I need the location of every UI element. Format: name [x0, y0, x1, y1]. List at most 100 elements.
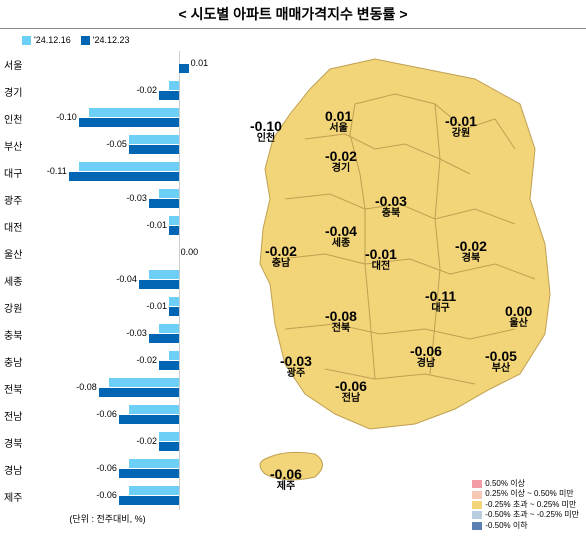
bar-area: -0.08	[32, 375, 211, 402]
region-label: 대구	[4, 159, 32, 180]
region-label: 경남	[4, 456, 32, 477]
map-value: 0.01	[325, 109, 352, 123]
map-label: 0.00울산	[505, 304, 532, 329]
bar	[149, 199, 179, 208]
region-label: 경북	[4, 429, 32, 450]
bar-row: 경북 -0.02	[4, 429, 211, 456]
bar-row: 강원-0.01	[4, 294, 211, 321]
bar-value: 0.01	[191, 58, 209, 68]
map-region-name: 광주	[280, 368, 312, 379]
region-label: 충남	[4, 348, 32, 369]
map-value: -0.01	[445, 114, 477, 128]
bar-value: -0.02	[136, 85, 157, 95]
bar-row: 제주-0.06	[4, 483, 211, 510]
map-value: -0.06	[335, 379, 367, 393]
bar-row: 대구-0.11	[4, 159, 211, 186]
legend-swatch-1	[22, 36, 31, 45]
map-region-name: 세종	[325, 238, 357, 249]
bar-row: 인천-0.10	[4, 105, 211, 132]
region-label: 제주	[4, 483, 32, 504]
map-legend-label: -0.50% 초과 ~ -0.25% 미만	[485, 510, 579, 520]
bar-area: -0.01	[32, 294, 211, 321]
bar-area: -0.02	[32, 429, 211, 456]
bar-area: -0.05	[32, 132, 211, 159]
map-legend-row: 0.25% 이상 ~ 0.50% 미만	[472, 489, 579, 499]
bar-area: -0.04	[32, 267, 211, 294]
map-legend: 0.50% 이상0.25% 이상 ~ 0.50% 미만-0.25% 초과 ~ 0…	[469, 476, 582, 534]
bar-value: -0.08	[76, 382, 97, 392]
bar	[119, 469, 179, 478]
map-legend-label: -0.50% 이하	[485, 521, 527, 531]
region-label: 부산	[4, 132, 32, 153]
map-region-name: 전북	[325, 323, 357, 334]
map-label: -0.01강원	[445, 114, 477, 139]
bar-value: -0.01	[146, 301, 167, 311]
bar-row: 충북-0.03	[4, 321, 211, 348]
region-label: 충북	[4, 321, 32, 342]
map-legend-label: -0.25% 초과 ~ 0.25% 미만	[485, 500, 576, 510]
bar-row: 울산 0.00	[4, 240, 211, 267]
bar	[129, 145, 179, 154]
bar-value: 0.00	[181, 247, 199, 257]
bar	[169, 307, 179, 316]
bar	[159, 189, 179, 198]
bar-value: -0.02	[136, 436, 157, 446]
map-legend-swatch	[472, 511, 482, 519]
map-label: -0.10인천	[250, 119, 282, 144]
bar	[159, 324, 179, 333]
map-legend-swatch	[472, 480, 482, 488]
bar-value: -0.06	[96, 409, 117, 419]
bar-area: 0.00	[32, 240, 211, 267]
content: '24.12.16 '24.12.23 서울0.01경기-0.02인천-0.10…	[0, 29, 586, 538]
map-legend-label: 0.25% 이상 ~ 0.50% 미만	[485, 489, 573, 499]
bar-area: -0.02	[32, 78, 211, 105]
map-region-name: 충북	[375, 208, 407, 219]
bar-area: -0.06	[32, 402, 211, 429]
map-label: -0.03충북	[375, 194, 407, 219]
bar	[159, 432, 179, 441]
map-region-name: 경기	[325, 163, 357, 174]
map-panel: -0.10인천0.01서울-0.02경기-0.01강원-0.03충북-0.04세…	[215, 29, 586, 538]
map-label: -0.01대전	[365, 247, 397, 272]
map-value: -0.04	[325, 224, 357, 238]
bar-value: -0.04	[116, 274, 137, 284]
bar-row: 경기 -0.02	[4, 78, 211, 105]
map-region-name: 인천	[250, 133, 282, 144]
map-legend-swatch	[472, 501, 482, 509]
map-legend-row: 0.50% 이상	[472, 479, 579, 489]
map-value: 0.00	[505, 304, 532, 318]
region-label: 울산	[4, 240, 32, 261]
map-legend-row: -0.50% 초과 ~ -0.25% 미만	[472, 510, 579, 520]
map-region-name: 서울	[325, 123, 352, 134]
legend-series-2: '24.12.23	[81, 35, 130, 45]
bar	[149, 270, 179, 279]
map-region-name: 충남	[265, 258, 297, 269]
map-legend-swatch	[472, 491, 482, 499]
bar	[129, 135, 179, 144]
bar	[169, 81, 179, 90]
bar	[169, 226, 179, 235]
bar-area: 0.01	[32, 51, 211, 78]
map-value: -0.02	[265, 244, 297, 258]
legend-label-2: '24.12.23	[93, 35, 130, 45]
map-legend-swatch	[472, 522, 482, 530]
map-label: -0.04세종	[325, 224, 357, 249]
bar	[169, 216, 179, 225]
region-label: 경기	[4, 78, 32, 99]
map-value: -0.10	[250, 119, 282, 133]
map-label: -0.11대구	[425, 289, 456, 314]
region-label: 대전	[4, 213, 32, 234]
map-legend-row: -0.25% 초과 ~ 0.25% 미만	[472, 500, 579, 510]
map-label: -0.02경기	[325, 149, 357, 174]
region-label: 서울	[4, 51, 32, 72]
bar-area: -0.10	[32, 105, 211, 132]
map-region-name: 대구	[425, 303, 456, 314]
bar-value: -0.05	[106, 139, 127, 149]
map-value: -0.02	[455, 239, 487, 253]
bar-area: -0.06	[32, 483, 211, 510]
bar-row: 서울 0.01	[4, 51, 211, 78]
map-value: -0.08	[325, 309, 357, 323]
bar	[139, 280, 179, 289]
unit-label: (단위 : 전주대비, %)	[4, 512, 211, 525]
bar-row: 대전-0.01	[4, 213, 211, 240]
